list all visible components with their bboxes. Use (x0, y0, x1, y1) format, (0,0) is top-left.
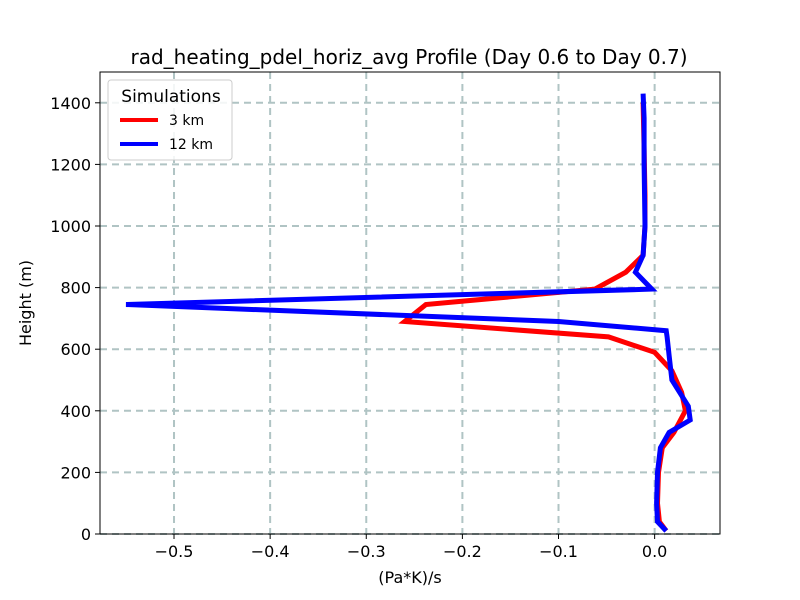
y-axis-label: Height (m) (16, 260, 35, 346)
x-tick-label: −0.3 (347, 542, 386, 561)
x-tick-label: −0.2 (443, 542, 482, 561)
y-tick-label: 600 (60, 340, 91, 359)
y-tick-label: 1200 (50, 155, 91, 174)
plot-frame (99, 71, 721, 535)
y-tick-label: 800 (60, 279, 91, 298)
x-tick-label: −0.5 (155, 542, 194, 561)
y-tick-label: 0 (81, 525, 91, 544)
x-tick-label: −0.1 (539, 542, 578, 561)
chart-title: rad_heating_pdel_horiz_avg Profile (Day … (130, 45, 687, 69)
series-lines (125, 93, 693, 533)
x-axis-label: (Pa*K)/s (378, 568, 441, 587)
x-tick-label: −0.4 (251, 542, 290, 561)
legend-box (107, 79, 233, 161)
y-tick-label: 1400 (50, 94, 91, 113)
legend-label-12km: 12 km (169, 137, 213, 153)
y-ticks: 0 200 400 600 800 1000 1200 1400 (50, 94, 100, 544)
legend-label-3km: 3 km (169, 113, 204, 129)
legend: Simulations 3 km 12 km (107, 79, 233, 161)
series-line-12km (125, 93, 693, 533)
x-tick-label: 0.0 (642, 542, 667, 561)
x-ticks: −0.5 −0.4 −0.3 −0.2 −0.1 0.0 (155, 534, 667, 561)
y-tick-label: 200 (60, 463, 91, 482)
y-tick-label: 1000 (50, 217, 91, 236)
legend-title: Simulations (121, 87, 221, 107)
y-tick-label: 400 (60, 402, 91, 421)
